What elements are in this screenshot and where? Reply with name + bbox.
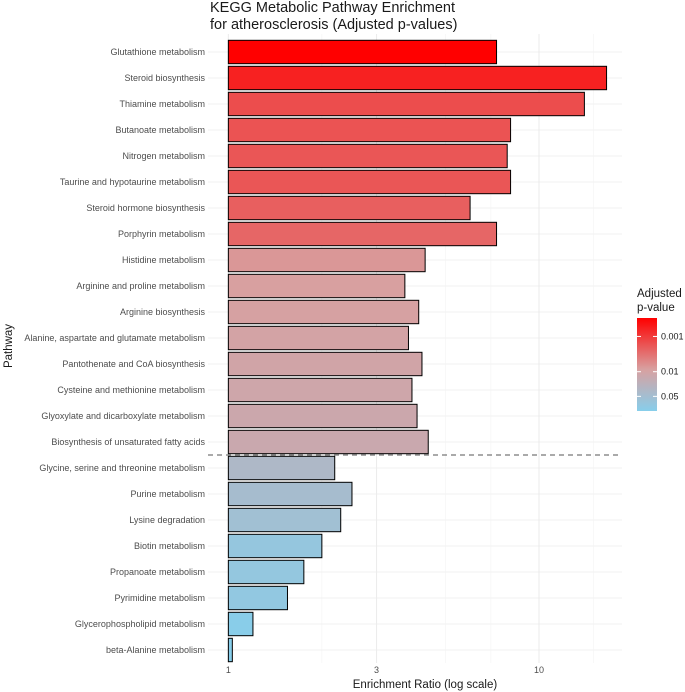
bar [227, 195, 471, 221]
y-tick-label: Steroid biosynthesis [124, 73, 205, 83]
bar [227, 273, 406, 299]
y-tick-label: Biotin metabolism [134, 541, 205, 551]
y-tick-label: Biosynthesis of unsaturated fatty acids [51, 437, 205, 447]
y-tick-label: beta-Alanine metabolism [106, 645, 205, 655]
bar [227, 117, 512, 143]
y-tick-label: Glyoxylate and dicarboxylate metabolism [41, 411, 205, 421]
y-tick-label: Glycine, serine and threonine metabolism [39, 463, 205, 473]
y-tick-label: Alanine, aspartate and glutamate metabol… [24, 333, 205, 343]
y-tick-label: Cysteine and methionine metabolism [57, 385, 205, 395]
x-axis-tick-labels: 1 3 10 [226, 665, 544, 675]
y-tick-label: Histidine metabolism [122, 255, 205, 265]
legend-colorbar [637, 318, 657, 411]
y-tick-label: Glutathione metabolism [110, 47, 205, 57]
y-axis-tick-labels: Glutathione metabolism Steroid biosynthes… [24, 47, 205, 655]
y-tick-label: Lysine degradation [129, 515, 205, 525]
bar [227, 377, 413, 403]
y-tick-label: Thiamine metabolism [119, 99, 205, 109]
chart-title-line-2: for atherosclerosis (Adjusted p-values) [210, 17, 457, 33]
bar [227, 91, 585, 117]
bar [227, 455, 336, 481]
bar [227, 507, 342, 533]
legend: Adjusted p-value 0.001 0.01 0.05 [637, 288, 684, 411]
bar [227, 611, 254, 637]
bar [227, 585, 288, 611]
bar [227, 65, 608, 91]
legend-title-line-2: p-value [637, 302, 675, 314]
legend-title-line-1: Adjusted [637, 288, 682, 300]
y-tick-label: Pyrimidine metabolism [114, 593, 205, 603]
x-tick-label: 10 [534, 665, 544, 675]
bar [227, 351, 423, 377]
x-tick-label: 1 [226, 665, 231, 675]
y-tick-label: Arginine biosynthesis [120, 307, 206, 317]
bar [227, 247, 426, 273]
y-tick-label: Arginine and proline metabolism [76, 281, 205, 291]
y-tick-label: Propanoate metabolism [110, 567, 205, 577]
y-tick-label: Pantothenate and CoA biosynthesis [62, 359, 205, 369]
bar [227, 169, 512, 195]
legend-ticks: 0.001 0.01 0.05 [637, 331, 684, 401]
bar [227, 143, 508, 169]
y-tick-label: Steroid hormone biosynthesis [86, 203, 205, 213]
y-tick-label: Porphyrin metabolism [118, 229, 205, 239]
chart-title-line-1: KEGG Metabolic Pathway Enrichment [210, 0, 455, 16]
bar [227, 325, 409, 351]
x-tick-label: 3 [374, 665, 379, 675]
bar [227, 39, 498, 65]
y-tick-label: Nitrogen metabolism [122, 151, 205, 161]
legend-tick-label: 0.05 [661, 391, 679, 401]
bar [227, 533, 323, 559]
bar [227, 637, 233, 663]
y-axis-title: Pathway [3, 324, 15, 368]
y-tick-label: Butanoate metabolism [115, 125, 205, 135]
bars [227, 39, 608, 663]
bar [227, 299, 420, 325]
y-tick-label: Taurine and hypotaurine metabolism [60, 177, 205, 187]
legend-tick-label: 0.01 [661, 367, 679, 377]
bar [227, 403, 418, 429]
bar [227, 221, 498, 247]
x-axis-title: Enrichment Ratio (log scale) [353, 679, 498, 691]
bar [227, 429, 429, 455]
legend-tick-label: 0.001 [661, 331, 684, 341]
y-tick-label: Purine metabolism [130, 489, 205, 499]
chart-title: KEGG Metabolic Pathway Enrichment for at… [210, 0, 457, 33]
y-tick-label: Glycerophospholipid metabolism [75, 619, 205, 629]
bar [227, 481, 353, 507]
bar [227, 559, 305, 585]
